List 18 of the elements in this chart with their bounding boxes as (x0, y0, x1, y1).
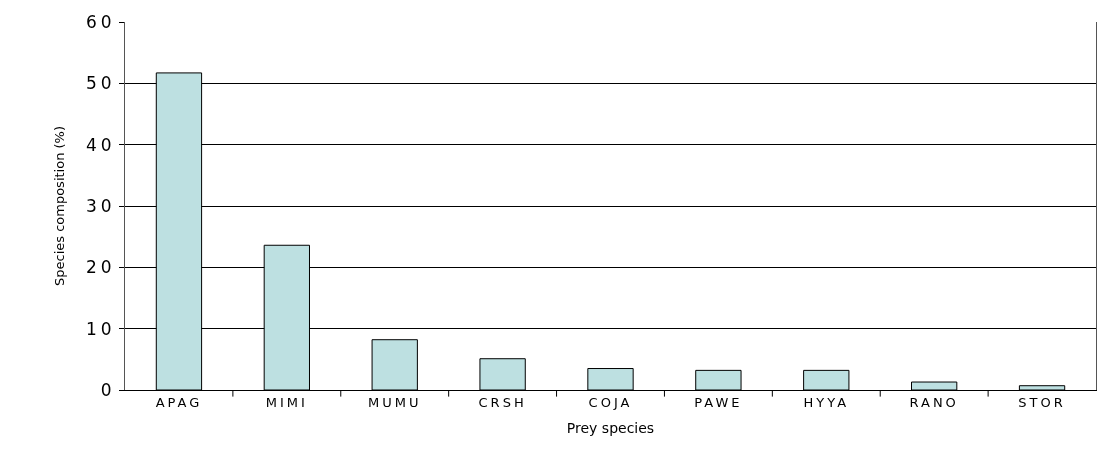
y-tick-label: 50 (85, 73, 116, 94)
x-axis-title: Prey species (566, 419, 655, 436)
x-tick-label: APAG (155, 394, 203, 410)
y-tick-label: 40 (85, 134, 116, 155)
x-tick-label: HYYA (803, 394, 850, 410)
x-tick-label: STOR (1018, 394, 1066, 410)
y-tick-label: 0 (100, 379, 116, 400)
y-axis-title: Species composition (%) (51, 125, 67, 287)
x-tick-label: RANO (909, 394, 959, 410)
y-tick-label: 10 (85, 318, 116, 339)
y-tick-label: 20 (85, 257, 116, 278)
x-tick-label: CRSH (478, 394, 527, 410)
x-tick-label: PAWE (694, 394, 743, 410)
y-tick-label: 60 (85, 11, 116, 32)
x-tick-label: COJA (588, 394, 633, 410)
x-tick-label: MIMI (265, 394, 308, 410)
y-tick-label: 30 (85, 195, 116, 216)
x-tick-label: MUMU (367, 394, 422, 410)
